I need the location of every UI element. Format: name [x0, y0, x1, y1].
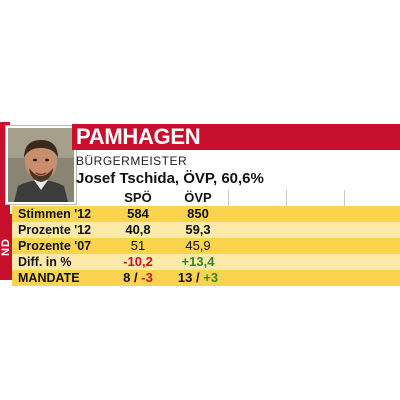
- table-row: Prozente '07 51 45,9: [12, 238, 400, 254]
- row-label: Stimmen '12: [18, 207, 92, 221]
- table-row: MANDATE 8 / -3 13 / +3: [12, 270, 400, 286]
- portrait-icon: [8, 128, 74, 202]
- separator: /: [134, 270, 138, 285]
- election-result-card: ND PAMHAGEN BÜRGERMEISTER Josef Tschida,…: [0, 122, 400, 286]
- col-header-ovp: ÖVP: [184, 190, 212, 205]
- spo-value: 40,8: [125, 222, 151, 237]
- ovp-value: 850: [187, 206, 209, 221]
- row-label: Prozente '07: [18, 239, 92, 253]
- spo-mandates: 8 / -3: [112, 270, 164, 286]
- row-label: MANDATE: [18, 271, 80, 285]
- role-label: BÜRGERMEISTER: [76, 154, 188, 168]
- spo-mandates-count: 8: [123, 270, 131, 285]
- ovp-value: 45,9: [185, 238, 211, 253]
- table-header-row: SPÖ ÖVP: [12, 190, 400, 206]
- ovp-mandates: 13 / +3: [170, 270, 226, 286]
- ovp-value: 59,3: [185, 222, 211, 237]
- spo-mandates-change: -3: [141, 270, 153, 285]
- title-bar: [72, 124, 400, 150]
- col-header-spo: SPÖ: [124, 190, 152, 205]
- spo-diff: -10,2: [123, 254, 153, 269]
- row-label: Diff. in %: [18, 255, 72, 269]
- ovp-diff: +13,4: [181, 254, 215, 269]
- table-row: Prozente '12 40,8 59,3: [12, 222, 400, 238]
- ovp-mandates-change: +3: [203, 270, 219, 285]
- mayor-name: Josef Tschida, ÖVP, 60,6%: [76, 170, 264, 187]
- table-row: Stimmen '12 584 850: [12, 206, 400, 222]
- separator: /: [196, 270, 200, 285]
- ovp-mandates-count: 13: [177, 270, 193, 285]
- municipality-name: PAMHAGEN: [76, 124, 201, 149]
- region-tab: ND: [0, 214, 12, 280]
- mayor-photo: [6, 126, 76, 204]
- spo-value: 51: [130, 238, 146, 253]
- side-band: [0, 122, 10, 280]
- row-label: Prozente '12: [18, 223, 92, 237]
- table-row: Diff. in % -10,2 +13,4: [12, 254, 400, 270]
- region-tab-label: ND: [0, 238, 13, 256]
- spo-value: 584: [127, 206, 149, 221]
